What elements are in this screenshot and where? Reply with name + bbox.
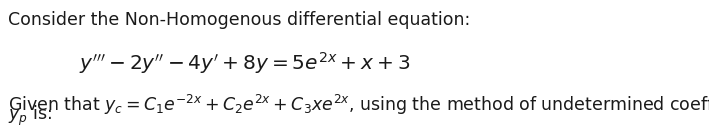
Text: $y_p$ is:: $y_p$ is: [8,104,52,128]
Text: $y''' - 2y'' - 4y' + 8y = 5e^{2x} + x + 3$: $y''' - 2y'' - 4y' + 8y = 5e^{2x} + x + … [79,50,411,76]
Text: Given that $y_c = C_1e^{-2x} + C_2e^{2x} + C_3xe^{2x}$, using the method of unde: Given that $y_c = C_1e^{-2x} + C_2e^{2x}… [8,93,709,117]
Text: Consider the Non-Homogenous differential equation:: Consider the Non-Homogenous differential… [8,11,470,29]
